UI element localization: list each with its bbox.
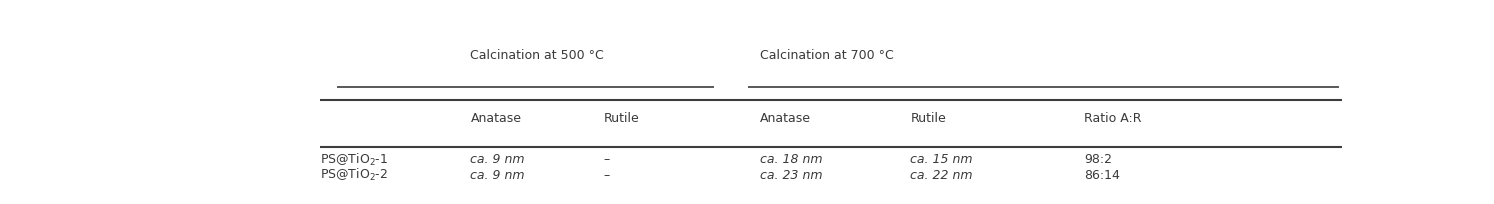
Text: PS@TiO$_2$-2: PS@TiO$_2$-2 (320, 167, 388, 183)
Text: –: – (604, 153, 610, 166)
Text: Rutile: Rutile (604, 112, 639, 125)
Text: ca. 18 nm: ca. 18 nm (760, 153, 822, 166)
Text: ca. 23 nm: ca. 23 nm (760, 169, 822, 182)
Text: ca. 22 nm: ca. 22 nm (910, 169, 973, 182)
Text: Rutile: Rutile (910, 112, 946, 125)
Text: Calcination at 500 °C: Calcination at 500 °C (471, 49, 604, 62)
Text: ca. 15 nm: ca. 15 nm (910, 153, 973, 166)
Text: ca. 9 nm: ca. 9 nm (471, 153, 524, 166)
Text: 86:14: 86:14 (1085, 169, 1120, 182)
Text: ca. 9 nm: ca. 9 nm (471, 169, 524, 182)
Text: Anatase: Anatase (760, 112, 811, 125)
Text: Calcination at 700 °C: Calcination at 700 °C (760, 49, 893, 62)
Text: –: – (604, 169, 610, 182)
Text: Ratio A:R: Ratio A:R (1085, 112, 1141, 125)
Text: PS@TiO$_2$-1: PS@TiO$_2$-1 (320, 152, 388, 168)
Text: Anatase: Anatase (471, 112, 521, 125)
Text: 98:2: 98:2 (1085, 153, 1112, 166)
